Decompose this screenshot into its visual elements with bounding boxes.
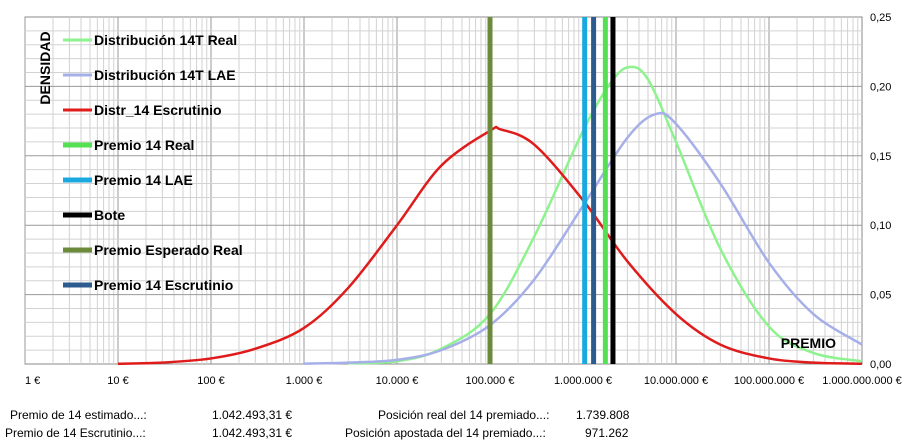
- estimated-label: Premio de 14 estimado...:: [10, 408, 147, 422]
- y-tick-label: 0,20: [870, 81, 891, 93]
- series-line: [303, 111, 863, 365]
- escrutinio-value: 1.042.493,31 €: [212, 426, 293, 440]
- y-tick-label: 0,15: [870, 151, 891, 163]
- x-tick-label: 100.000.000 €: [734, 375, 804, 387]
- x-axis-label: PREMIO: [781, 335, 836, 351]
- legend-label: Distribución 14T LAE: [94, 67, 236, 83]
- real-position-value: 1.739.808: [576, 408, 630, 422]
- estimated-value: 1.042.493,31 €: [212, 408, 293, 422]
- legend: Distribución 14T Real Distribución 14T LA…: [63, 32, 243, 293]
- density-curves: [117, 65, 863, 365]
- bet-position-label: Posición apostada del 14 premiado...:: [345, 426, 546, 440]
- bet-position-value: 971.262: [585, 426, 629, 440]
- x-axis-ticks: 1 € 10 € 100 € 1.000 € 10.000 € 100.000 € 1.00…: [25, 375, 902, 387]
- x-tick-label: 100 €: [197, 375, 225, 387]
- escrutinio-label: Premio de 14 Escrutinio...:: [5, 426, 146, 440]
- x-tick-label: 10 €: [107, 375, 128, 387]
- y-axis-label: DENSIDAD: [37, 31, 53, 104]
- legend-label: Premio Esperado Real: [94, 242, 243, 258]
- real-position-label: Posición real del 14 premiado...:: [378, 408, 550, 422]
- y-tick-label: 0,05: [870, 290, 891, 302]
- x-tick-label: 1.000 €: [286, 375, 323, 387]
- legend-label: Distribución 14T Real: [94, 32, 237, 48]
- y-tick-label: 0,00: [870, 359, 891, 371]
- x-tick-label: 10.000.000 €: [644, 375, 708, 387]
- legend-label: Bote: [94, 207, 125, 223]
- density-chart: 1 € 10 € 100 € 1.000 € 10.000 € 100.000 € 1.00…: [24, 12, 902, 387]
- series-line: [117, 125, 863, 365]
- y-axis-ticks: 0,00 0,05 0,10 0,15 0,20 0,25: [870, 12, 891, 371]
- x-tick-label: 1 €: [25, 375, 40, 387]
- prize-lines: [487, 17, 616, 364]
- plot-area: [24, 16, 863, 365]
- x-tick-label: 1.000.000.000 €: [822, 375, 902, 387]
- legend-label: Premio 14 Real: [94, 137, 194, 153]
- legend-label: Premio 14 Escrutinio: [94, 277, 233, 293]
- x-tick-label: 100.000 €: [466, 375, 515, 387]
- x-tick-label: 1.000.000 €: [554, 375, 612, 387]
- legend-label: Premio 14 LAE: [94, 172, 193, 188]
- series-line: [348, 65, 863, 365]
- y-tick-label: 0,10: [870, 220, 891, 232]
- legend-label: Distr_14 Escrutinio: [94, 102, 222, 118]
- x-tick-label: 10.000 €: [376, 375, 419, 387]
- y-tick-label: 0,25: [870, 12, 891, 24]
